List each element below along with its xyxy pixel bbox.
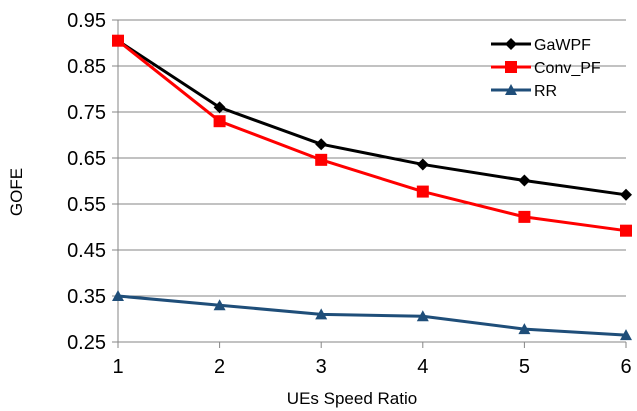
data-point-gawpf bbox=[620, 188, 632, 201]
legend-marker-rr bbox=[505, 84, 517, 95]
data-point-rr bbox=[416, 310, 429, 322]
data-point-gawpf bbox=[213, 101, 226, 114]
series-line-gawpf bbox=[117, 39, 627, 197]
legend-marker-gawpf bbox=[505, 38, 517, 50]
data-point-gawpf bbox=[315, 138, 328, 151]
y-tick-label: 0.65 bbox=[67, 148, 106, 170]
legend-label-conv-pf: Conv_PF bbox=[534, 60, 601, 77]
y-tick-label: 0.75 bbox=[67, 102, 106, 124]
data-point-conv-pf bbox=[112, 34, 124, 47]
axes bbox=[112, 19, 627, 348]
data-point-conv-pf bbox=[315, 153, 328, 166]
x-tick-labels: 1 2 3 4 5 6 bbox=[112, 356, 631, 378]
x-tick-label: 6 bbox=[620, 356, 631, 378]
y-tick-label: 0.95 bbox=[67, 10, 106, 32]
data-point-conv-pf bbox=[620, 224, 632, 237]
y-axis-label: GOFE bbox=[7, 168, 26, 216]
y-tick-labels: 0.95 0.85 0.75 0.65 0.55 0.45 0.35 0.25 bbox=[67, 10, 106, 354]
legend-label-gawpf: GaWPF bbox=[534, 37, 591, 54]
data-point-conv-pf bbox=[213, 115, 226, 128]
data-point-rr bbox=[518, 323, 531, 335]
series-group bbox=[112, 34, 632, 341]
y-tick-label: 0.45 bbox=[67, 240, 106, 262]
legend: GaWPF Conv_PF RR bbox=[491, 37, 601, 100]
y-tick-label: 0.85 bbox=[67, 56, 106, 78]
y-tick-label: 0.55 bbox=[67, 194, 106, 216]
x-axis-label: UEs Speed Ratio bbox=[287, 389, 417, 408]
series-line-conv-pf bbox=[117, 39, 627, 233]
data-point-conv-pf bbox=[416, 185, 429, 198]
data-point-conv-pf bbox=[518, 210, 531, 223]
data-point-rr bbox=[112, 290, 124, 301]
x-tick-label: 2 bbox=[214, 356, 225, 378]
data-point-gawpf bbox=[518, 174, 531, 187]
legend-label-rr: RR bbox=[534, 83, 557, 100]
gridlines bbox=[118, 19, 626, 343]
x-tick-label: 5 bbox=[519, 356, 530, 378]
x-tick-label: 4 bbox=[417, 356, 428, 378]
y-tick-label: 0.35 bbox=[67, 286, 106, 308]
x-tick-label: 1 bbox=[112, 356, 123, 378]
data-point-gawpf bbox=[416, 158, 429, 171]
data-point-rr bbox=[620, 329, 632, 341]
x-tick-label: 3 bbox=[316, 356, 327, 378]
legend-marker-conv-pf bbox=[505, 61, 517, 73]
data-point-rr bbox=[213, 299, 226, 311]
series-line-rr bbox=[117, 294, 627, 337]
y-tick-label: 0.25 bbox=[67, 332, 106, 354]
data-point-rr bbox=[315, 308, 328, 320]
